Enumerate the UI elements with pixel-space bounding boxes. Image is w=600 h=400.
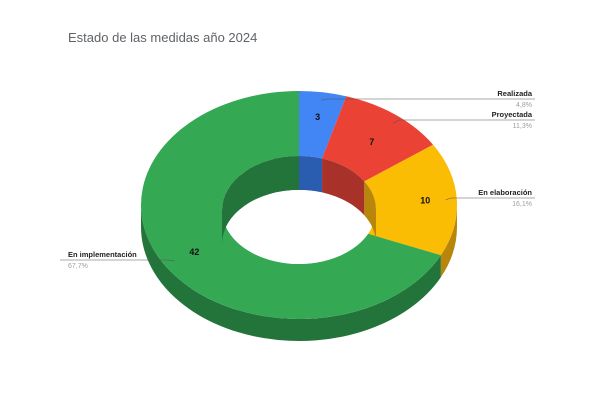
slice-0 xyxy=(299,91,347,159)
slice-value-labels: 3 7 10 42 xyxy=(189,112,430,257)
callout-label-1: Proyectada xyxy=(492,110,533,119)
callout-percent-2: 16,1% xyxy=(512,201,532,208)
donut-slices xyxy=(141,91,457,319)
inner-wall-0-0 xyxy=(299,156,323,193)
slice-value-1: 7 xyxy=(369,137,374,147)
outer-wall-3 xyxy=(141,205,441,342)
callout-label-3: En implementación xyxy=(68,250,137,259)
leader-line-3 xyxy=(60,259,175,262)
inner-wall-2-0 xyxy=(364,181,376,244)
inner-wall-1-0 xyxy=(322,158,365,216)
donut-hole xyxy=(222,190,376,264)
slice-callouts: Realizada 4,8%Proyectada 11,3% En elaboraci… xyxy=(60,89,535,270)
callout-percent-0: 4,8% xyxy=(516,102,532,109)
leader-line-1 xyxy=(392,119,535,124)
slice-value-2: 10 xyxy=(420,195,430,205)
callout-label-0: Realizada xyxy=(497,89,532,98)
chart-title: Estado de las medidas año 2024 xyxy=(68,30,257,45)
slice-2 xyxy=(364,144,457,256)
donut-sides xyxy=(141,205,458,342)
slice-value-3: 42 xyxy=(189,247,199,257)
slice-value-0: 3 xyxy=(315,112,320,122)
leader-line-0 xyxy=(321,98,535,101)
leader-line-2 xyxy=(445,197,535,200)
callout-label-2: En elaboración xyxy=(478,188,532,197)
outer-wall-2 xyxy=(440,205,458,278)
callout-percent-3: 67,7% xyxy=(68,263,88,270)
slice-3 xyxy=(141,91,441,319)
slice-1 xyxy=(322,96,434,182)
callout-percent-1: 11,3% xyxy=(513,123,532,130)
inner-wall-3-1 xyxy=(222,156,299,244)
